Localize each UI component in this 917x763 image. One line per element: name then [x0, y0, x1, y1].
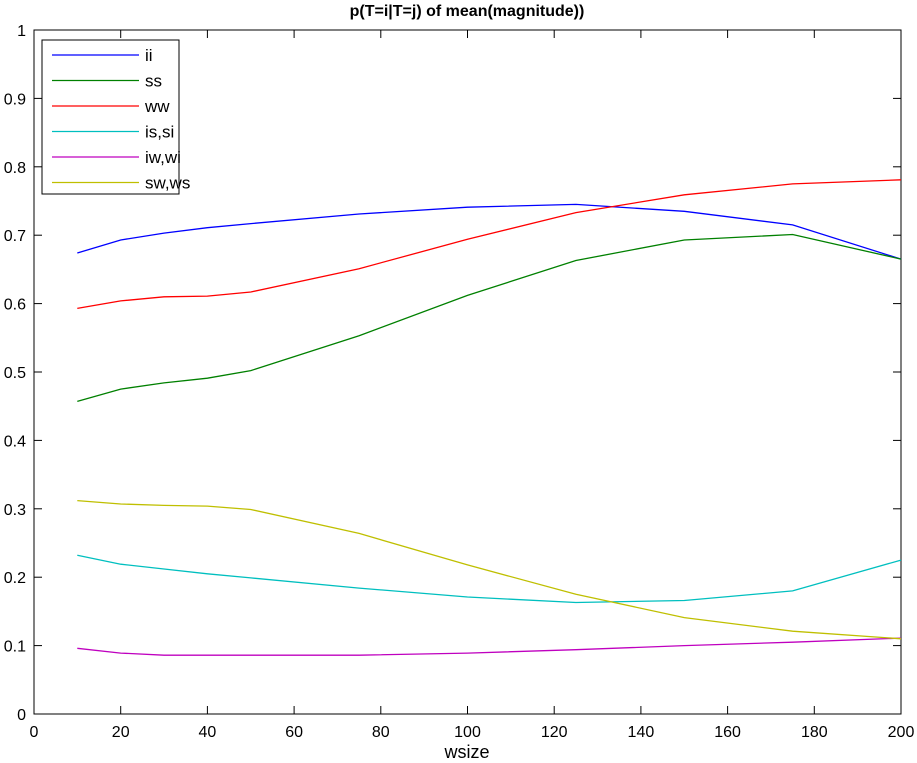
y-tick-label: 0.6 [4, 297, 26, 314]
y-tick-label: 0.9 [4, 91, 26, 108]
x-axis-label: wsize [443, 742, 489, 762]
x-tick-label: 0 [30, 724, 39, 741]
x-tick-label: 100 [454, 724, 481, 741]
y-tick-label: 1 [17, 23, 26, 40]
y-tick-label: 0.7 [4, 228, 26, 245]
x-tick-label: 180 [801, 724, 828, 741]
y-tick-label: 0.3 [4, 502, 26, 519]
x-tick-label: 160 [714, 724, 741, 741]
series-line-1 [77, 233, 902, 403]
x-tick-label: 40 [199, 724, 217, 741]
x-tick-label: 60 [285, 724, 303, 741]
x-tick-label: 200 [888, 724, 915, 741]
legend-box [41, 39, 180, 195]
y-tick-label: 0.4 [4, 433, 26, 450]
x-tick-label: 80 [372, 724, 390, 741]
y-tick-label: 0.2 [4, 570, 26, 587]
x-tick-label: 140 [628, 724, 655, 741]
y-tick-label: 0 [17, 707, 26, 724]
legend-label-0: ii [145, 46, 153, 65]
chart-title: p(T=i|T=j) of mean(magnitude)) [350, 3, 585, 20]
legend-label-1: ss [145, 72, 162, 91]
series-line-2 [77, 179, 902, 310]
series-line-5 [77, 499, 902, 640]
y-tick-label: 0.8 [4, 160, 26, 177]
y-tick-label: 0.5 [4, 365, 26, 382]
series-line-3 [77, 554, 902, 604]
legend-label-2: ww [144, 97, 170, 116]
x-tick-label: 120 [541, 724, 568, 741]
x-tick-label: 20 [112, 724, 130, 741]
legend-label-5: sw,ws [145, 174, 190, 193]
legend-label-4: iw,wi [145, 148, 181, 167]
y-tick-label: 0.1 [4, 639, 26, 656]
series-line-0 [77, 203, 902, 260]
series-line-4 [77, 637, 902, 656]
legend-label-3: is,si [145, 123, 174, 142]
